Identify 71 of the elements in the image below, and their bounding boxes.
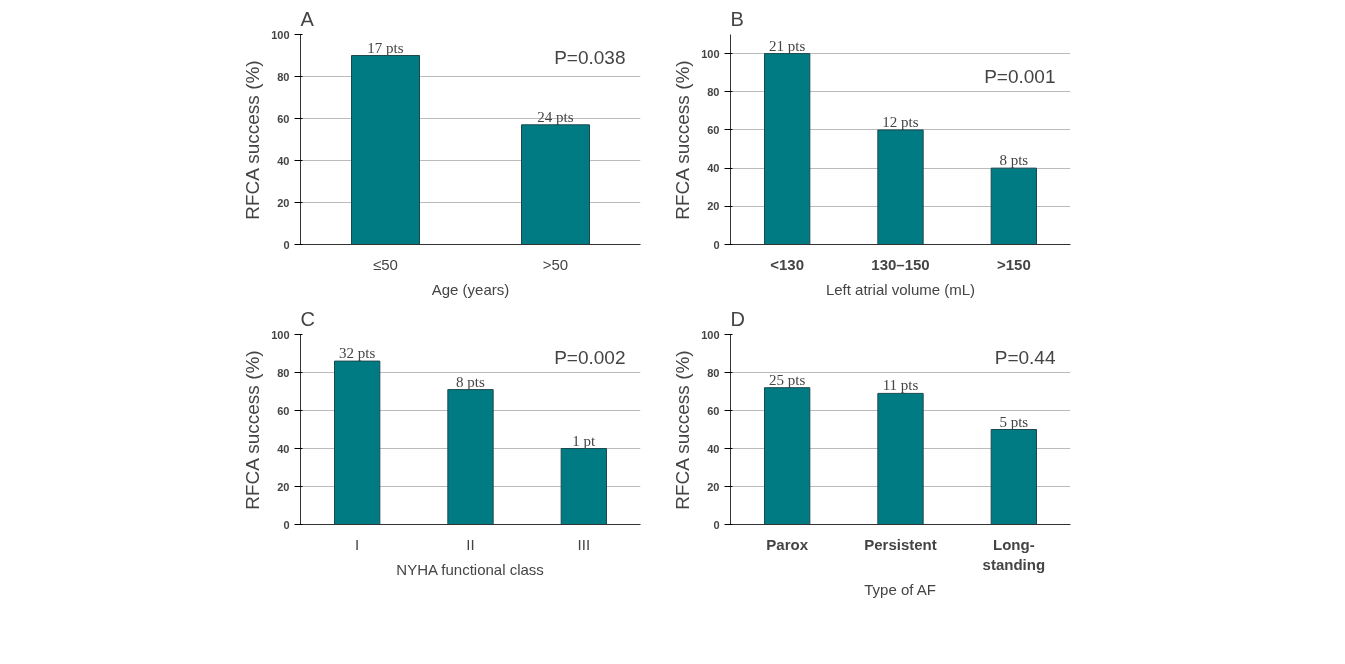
annotation: P=0.038: [554, 46, 626, 68]
chart-title: A: [300, 7, 315, 30]
x-axis-title: Type of AF: [864, 580, 936, 598]
y-tick-label: 40: [277, 442, 290, 455]
x-tick-label: <130: [770, 255, 805, 273]
annotation: P=0.002: [554, 346, 626, 368]
bar: [990, 167, 1037, 245]
annotation: 24 pts: [537, 108, 574, 125]
bar: [764, 387, 811, 525]
x-tick-label: 130–150: [871, 255, 930, 273]
chart-title: D: [730, 307, 745, 330]
x-tick-label: >50: [542, 255, 569, 273]
annotation: 8 pts: [456, 373, 486, 390]
y-tick-label: 100: [271, 28, 290, 41]
y-tick-label: 100: [271, 328, 290, 341]
annotation: 32 pts: [339, 345, 376, 362]
annotation: 8 pts: [999, 152, 1029, 169]
x-tick-label: Parox: [766, 535, 809, 553]
y-tick-label: 20: [707, 480, 720, 493]
x-tick-label: I: [355, 535, 360, 553]
x-tick-label: II: [466, 535, 475, 553]
bar: [447, 389, 494, 525]
x-tick-label: III: [577, 535, 591, 553]
y-tick-label: 0: [713, 518, 720, 531]
annotation: 12 pts: [882, 113, 919, 130]
y-tick-label: 100: [701, 328, 720, 341]
y-tick-label: 40: [707, 442, 720, 455]
annotation: 11 pts: [882, 377, 919, 394]
bar: [877, 392, 924, 525]
chart-title: C: [300, 307, 315, 330]
y-tick-label: 20: [277, 196, 290, 209]
y-tick-label: 80: [707, 366, 720, 379]
annotation: P=0.001: [984, 65, 1056, 87]
bar: [764, 53, 811, 245]
y-tick-label: 20: [277, 480, 290, 493]
annotation: 17 pts: [367, 39, 404, 56]
y-tick-label: 60: [707, 123, 720, 136]
bar: [560, 448, 607, 525]
chart-title: B: [730, 7, 744, 30]
annotation: 25 pts: [769, 371, 806, 388]
x-axis-title: Age (years): [431, 280, 510, 298]
y-tick-label: 60: [277, 404, 290, 417]
y-axis-title: RFCA success (%): [672, 350, 694, 510]
bar: [990, 429, 1037, 525]
y-tick-label: 60: [277, 112, 290, 125]
bar: [334, 360, 381, 525]
annotation: 5 pts: [999, 413, 1029, 430]
y-tick-label: 0: [713, 238, 720, 251]
x-tick-label: Long- standing: [982, 535, 1046, 573]
y-axis-title: RFCA success (%): [242, 60, 264, 220]
y-tick-label: 80: [277, 366, 290, 379]
annotation: 21 pts: [769, 37, 806, 54]
y-axis-title: RFCA success (%): [242, 350, 264, 510]
x-tick-label: ≤50: [373, 255, 398, 273]
y-tick-label: 20: [707, 200, 720, 213]
y-tick-label: 100: [701, 47, 720, 60]
annotation: P=0.44: [994, 346, 1056, 368]
y-axis-title: RFCA success (%): [672, 60, 694, 220]
y-tick-label: 60: [707, 404, 720, 417]
y-tick-label: 40: [277, 154, 290, 167]
bar: [877, 129, 924, 245]
y-tick-label: 0: [283, 518, 290, 531]
y-tick-label: 0: [283, 238, 290, 251]
x-tick-label: >150: [996, 255, 1031, 273]
x-tick-label: Persistent: [864, 535, 937, 553]
y-tick-label: 80: [277, 70, 290, 83]
y-tick-label: 80: [707, 85, 720, 98]
x-axis-title: NYHA functional class: [396, 560, 544, 578]
y-tick-label: 40: [707, 162, 720, 175]
x-axis-title: Left atrial volume (mL): [825, 280, 976, 298]
annotation: 1 pt: [572, 432, 597, 449]
